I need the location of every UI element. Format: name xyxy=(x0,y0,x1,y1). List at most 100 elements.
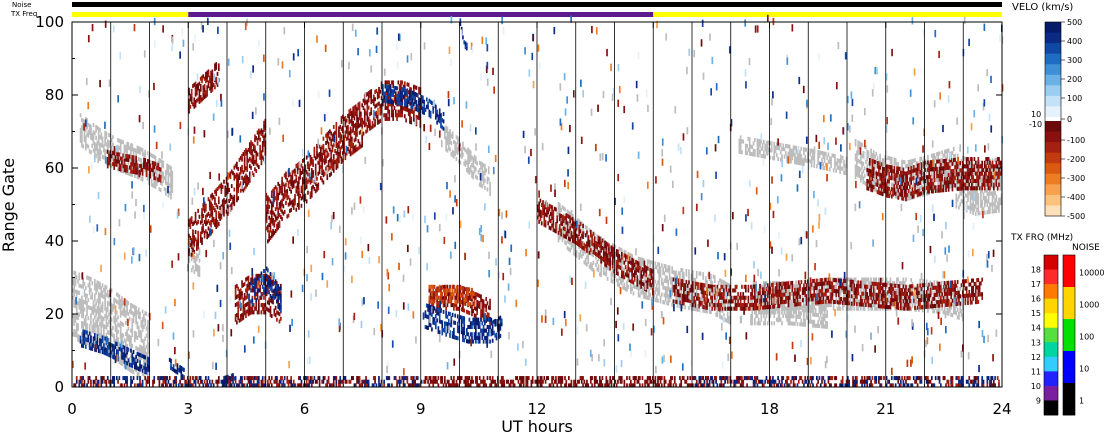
scatter-cell xyxy=(974,193,977,198)
scatter-cell xyxy=(958,315,960,320)
scatter-cell xyxy=(93,308,96,313)
scatter-cell xyxy=(268,215,271,220)
scatter-cell xyxy=(78,334,81,339)
scatter-cell xyxy=(819,150,822,155)
scatter-cell xyxy=(170,180,172,185)
scatter-cell xyxy=(301,166,304,171)
scatter-cell xyxy=(201,241,203,246)
scatter-cell xyxy=(844,163,847,168)
scatter-cell xyxy=(335,143,338,148)
scatter-cell xyxy=(769,155,772,160)
scatter-cell xyxy=(834,284,836,289)
scatter-cell xyxy=(573,251,575,256)
scatter-cell xyxy=(274,229,277,234)
scatter-cell xyxy=(277,181,280,186)
scatter-cell xyxy=(105,322,108,327)
scatter-cell xyxy=(295,207,298,212)
scatter-cell xyxy=(933,156,936,161)
scatter-cell xyxy=(97,284,100,289)
scatter-cell xyxy=(809,308,812,313)
scatter-cell xyxy=(245,173,247,178)
scatter-cell xyxy=(263,139,265,144)
scatter-cell xyxy=(194,256,197,261)
scatter-cell xyxy=(124,321,127,326)
scatter-cell xyxy=(207,233,210,238)
scatter-cell xyxy=(92,318,95,323)
scatter-cell xyxy=(97,152,100,157)
scatter-cell xyxy=(130,150,132,155)
scatter-cell xyxy=(862,180,865,185)
scatter-cell xyxy=(194,103,197,108)
scatter-cell xyxy=(981,203,984,208)
scatter-cell xyxy=(118,301,121,306)
scatter-cell xyxy=(759,142,761,147)
scatter-cell xyxy=(192,102,194,107)
scatter-cell xyxy=(620,266,623,271)
scatter-cell xyxy=(690,277,693,282)
scatter-cell xyxy=(171,170,174,175)
scatter-cell xyxy=(650,260,653,265)
scatter-cell xyxy=(595,255,597,260)
scatter-cell xyxy=(671,277,674,282)
scatter-cell xyxy=(699,289,702,294)
scatter-cell xyxy=(90,150,92,155)
scatter-cell xyxy=(212,205,215,211)
scatter-cell xyxy=(951,158,954,163)
scatter-cell xyxy=(146,352,149,357)
scatter-cell xyxy=(73,285,75,290)
scatter-cell xyxy=(95,124,97,129)
scatter-cell xyxy=(449,129,451,134)
scatter-cell xyxy=(844,167,847,172)
scatter-cell xyxy=(933,309,936,314)
scatter-cell xyxy=(260,153,263,158)
scatter-cell xyxy=(949,173,951,178)
scatter-cell xyxy=(818,161,821,166)
scatter-cell xyxy=(713,300,716,305)
scatter-cell xyxy=(985,173,987,178)
scatter-cell xyxy=(972,207,974,212)
scatter-cell xyxy=(761,146,764,151)
scatter-cell xyxy=(961,306,964,311)
scatter-cell xyxy=(104,314,106,319)
scatter-cell xyxy=(781,154,783,159)
txfreq-segment xyxy=(653,12,1002,17)
scatter-cell xyxy=(698,307,701,312)
scatter-cell xyxy=(804,304,807,309)
scatter-cell xyxy=(322,158,325,163)
scatter-cell xyxy=(906,288,909,293)
scatter-cell xyxy=(115,339,118,344)
scatter-cell xyxy=(557,234,560,239)
scatter-cell xyxy=(845,277,848,282)
scatter-cell xyxy=(291,181,294,186)
scatter-cell xyxy=(75,293,78,298)
scatter-cell xyxy=(681,271,684,276)
scatter-cell xyxy=(943,149,946,154)
scatter-cell xyxy=(862,154,865,159)
scatter-cell xyxy=(801,294,804,299)
scatter-cell xyxy=(814,309,817,314)
scatter-cell xyxy=(880,299,883,304)
scatter-cell xyxy=(698,293,701,298)
scatter-cell xyxy=(909,303,911,308)
scatter-cell xyxy=(804,147,807,152)
scatter-cell xyxy=(960,191,963,196)
scatter-cell xyxy=(903,174,906,180)
scatter-cell xyxy=(90,135,92,140)
scatter-cell xyxy=(623,249,626,254)
scatter-cell xyxy=(126,332,128,338)
scatter-cell xyxy=(161,159,163,164)
scatter-cell xyxy=(560,207,562,212)
scatter-cell xyxy=(777,281,779,286)
scatter-cell xyxy=(777,284,779,289)
scatter-cell xyxy=(976,182,978,187)
scatter-cell xyxy=(996,168,999,173)
scatter-cell xyxy=(146,345,149,350)
scatter-cell xyxy=(90,313,92,318)
scatter-cell xyxy=(143,324,145,329)
scatter-cell xyxy=(830,160,832,165)
scatter-cell xyxy=(205,207,207,212)
scatter-cell xyxy=(750,306,752,311)
scatter-cell xyxy=(127,363,130,368)
scatter-cell xyxy=(679,275,681,280)
scatter-cell xyxy=(344,123,347,128)
